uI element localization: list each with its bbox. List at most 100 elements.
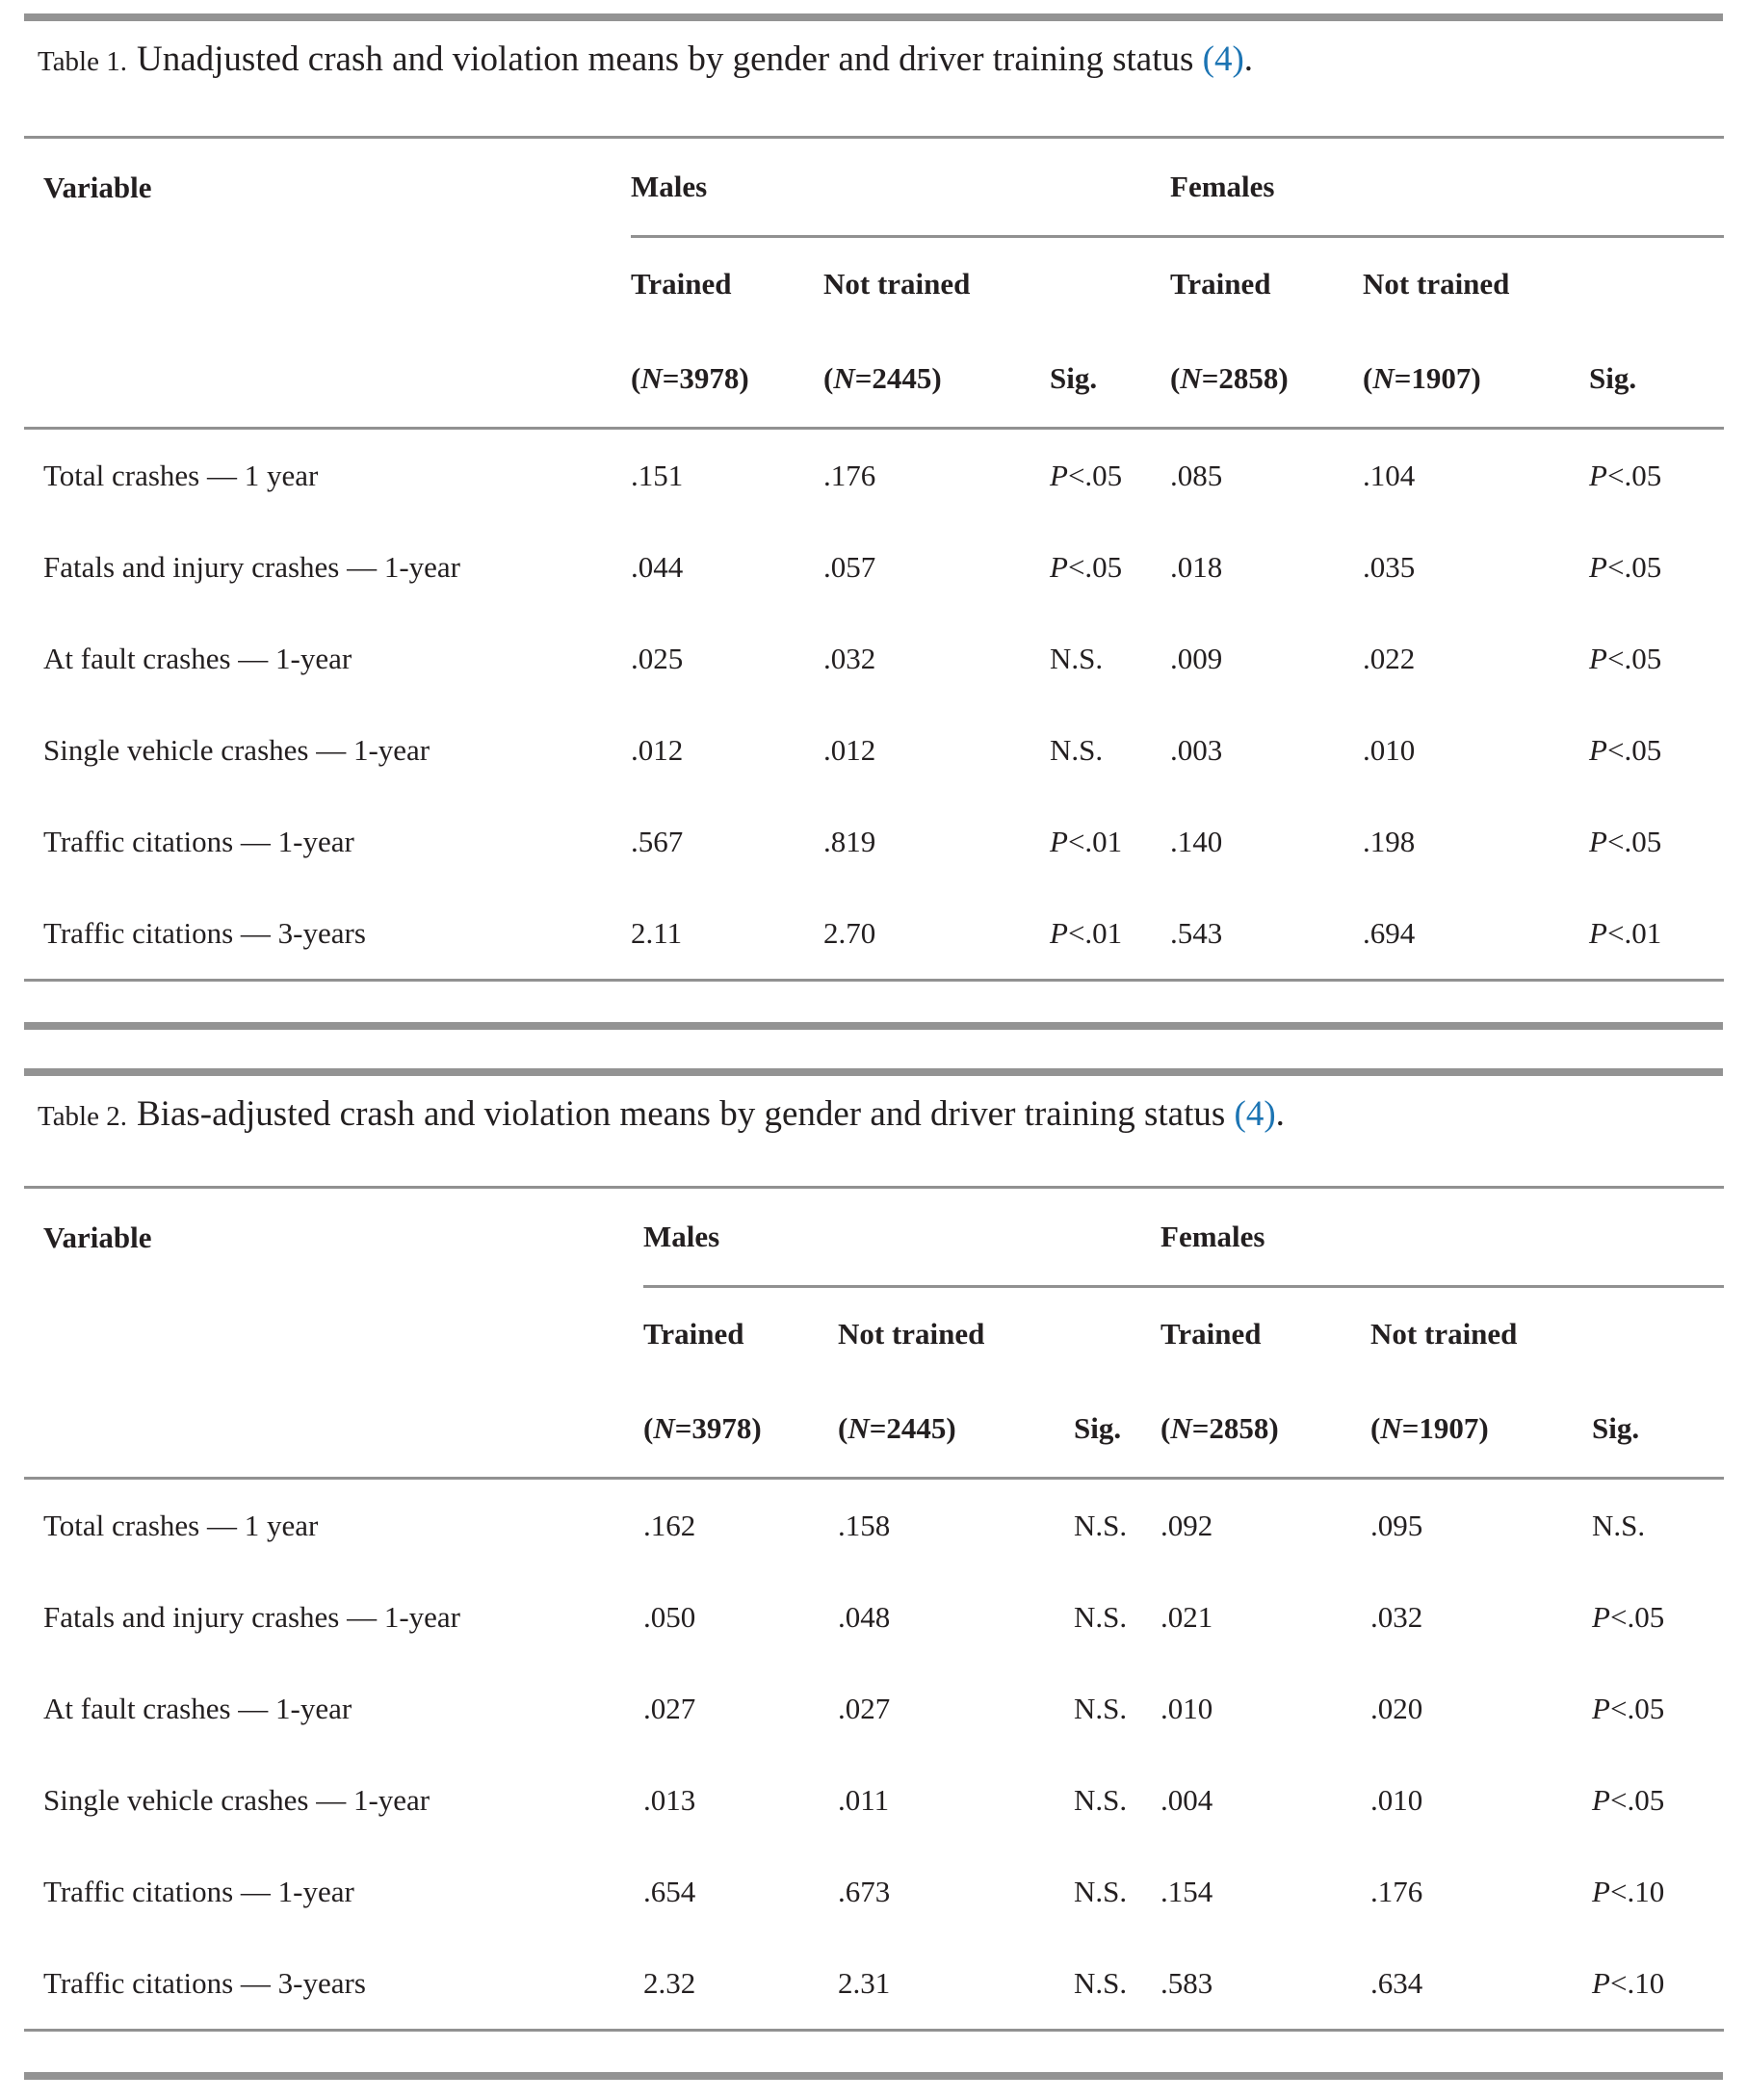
significance-cell: P<.05 xyxy=(1589,732,1662,767)
significance-cell: P<.01 xyxy=(1050,915,1123,950)
table-row: Total crashes — 1 year .162 .158 N.S. .092 .0… xyxy=(24,1479,1724,1572)
caption-title: Unadjusted crash and violation means by … xyxy=(137,39,1194,79)
empty-cell xyxy=(1074,1287,1160,1381)
mean-value-cell: .010 xyxy=(1370,1782,1423,1817)
mean-value-cell: .003 xyxy=(1170,732,1223,767)
count-header-row: (N=3978) (N=2445) Sig. (N=2858) (N=1907)… xyxy=(24,1380,1725,1480)
mean-value-cell: .010 xyxy=(1363,732,1416,767)
mean-value-cell: .104 xyxy=(1363,458,1416,492)
group-header-males: Males xyxy=(643,1187,1161,1288)
sample-size-cell: (N=1907) xyxy=(1370,1380,1593,1480)
mean-value-cell: .151 xyxy=(631,458,684,492)
column-header-nottrained-females: Not trained xyxy=(1370,1317,1518,1351)
empty-cell xyxy=(1050,237,1170,331)
mean-value-cell: .032 xyxy=(1370,1599,1423,1634)
mean-value-cell: 2.11 xyxy=(631,915,683,950)
empty-cell xyxy=(24,1380,643,1480)
table-row: Fatals and injury crashes — 1-year .050 .0… xyxy=(24,1571,1724,1663)
row-variable-label: Fatals and injury crashes — 1-year xyxy=(43,549,461,584)
significance-cell: N.S. xyxy=(1050,641,1104,675)
table-row: Single vehicle crashes — 1-year .013 .011 N… xyxy=(24,1754,1724,1846)
section-divider-rule xyxy=(24,1022,1723,1030)
mean-value-cell: .158 xyxy=(838,1508,891,1542)
significance-cell: P<.05 xyxy=(1592,1782,1665,1817)
significance-cell: P<.05 xyxy=(1589,458,1662,492)
table2-body: Total crashes — 1 year .162 .158 N.S. .092 .0… xyxy=(24,1479,1725,2031)
mean-value-cell: .092 xyxy=(1160,1508,1213,1542)
row-variable-label: Traffic citations — 1-year xyxy=(43,1874,354,1908)
mean-value-cell: 2.32 xyxy=(643,1965,696,2000)
significance-cell: P<.10 xyxy=(1592,1965,1665,2000)
column-header-variable: Variable xyxy=(43,170,152,204)
column-header-nottrained-males: Not trained xyxy=(823,267,971,301)
group-header-females: Females xyxy=(1160,1187,1725,1288)
section-divider-rule xyxy=(24,13,1723,21)
mean-value-cell: .048 xyxy=(838,1599,891,1634)
significance-cell: N.S. xyxy=(1074,1508,1128,1542)
significance-cell: N.S. xyxy=(1074,1874,1128,1908)
mean-value-cell: .012 xyxy=(631,732,684,767)
mean-value-cell: .694 xyxy=(1363,915,1416,950)
mean-value-cell: .027 xyxy=(838,1691,891,1725)
table-row: At fault crashes — 1-year .025 .032 N.S. .00… xyxy=(24,613,1724,704)
row-variable-label: At fault crashes — 1-year xyxy=(43,1691,352,1725)
mean-value-cell: .025 xyxy=(631,641,684,675)
significance-cell: P<.05 xyxy=(1589,549,1662,584)
table1-section: Table 1. Unadjusted crash and violation m… xyxy=(24,13,1725,1030)
column-header-trained-females: Trained xyxy=(1170,267,1271,301)
table-row: Single vehicle crashes — 1-year .012 .012 N… xyxy=(24,704,1724,796)
mean-value-cell: 2.70 xyxy=(823,915,876,950)
citation-reference-link[interactable]: (4) xyxy=(1202,39,1244,79)
row-variable-label: Traffic citations — 3-years xyxy=(43,1965,366,2000)
empty-cell xyxy=(1592,1287,1724,1381)
mean-value-cell: .018 xyxy=(1170,549,1223,584)
group-header-row: Variable Males Females xyxy=(24,1187,1725,1288)
significance-cell: N.S. xyxy=(1074,1965,1128,2000)
row-variable-label: Total crashes — 1 year xyxy=(43,1508,319,1542)
row-variable-label: Fatals and injury crashes — 1-year xyxy=(43,1599,461,1634)
table2-caption: Table 2. Bias-adjusted crash and violatio… xyxy=(38,1089,1723,1142)
caption-number-label: Table 2. xyxy=(38,1101,127,1132)
column-header-trained-females: Trained xyxy=(1160,1317,1262,1351)
row-variable-label: Total crashes — 1 year xyxy=(43,458,319,492)
column-header-trained-males: Trained xyxy=(643,1317,744,1351)
table2: Variable Males Females Trained Not train… xyxy=(24,1186,1725,2032)
mean-value-cell: .654 xyxy=(643,1874,696,1908)
group-header-males: Males xyxy=(631,137,1171,238)
column-header-sig: Sig. xyxy=(1050,330,1171,430)
mean-value-cell: .583 xyxy=(1160,1965,1213,2000)
mean-value-cell: .013 xyxy=(643,1782,696,1817)
significance-cell: P<.01 xyxy=(1050,824,1123,858)
column-header-sig: Sig. xyxy=(1589,330,1725,430)
mean-value-cell: .021 xyxy=(1160,1599,1213,1634)
citation-reference-link[interactable]: (4) xyxy=(1234,1094,1276,1134)
significance-cell: P<.05 xyxy=(1589,824,1662,858)
column-header-sig: Sig. xyxy=(1592,1380,1725,1480)
table1: Variable Males Females Trained Not train… xyxy=(24,136,1725,982)
mean-value-cell: .176 xyxy=(1370,1874,1423,1908)
empty-cell xyxy=(24,1287,643,1381)
mean-value-cell: .154 xyxy=(1160,1874,1213,1908)
caption-title: Bias-adjusted crash and violation means … xyxy=(137,1094,1226,1134)
sample-size-cell: (N=2445) xyxy=(838,1380,1074,1480)
mean-value-cell: .009 xyxy=(1170,641,1223,675)
mean-value-cell: .162 xyxy=(643,1508,696,1542)
significance-cell: N.S. xyxy=(1592,1508,1646,1542)
mean-value-cell: .012 xyxy=(823,732,876,767)
subheader-row: Trained Not trained Trained Not trained xyxy=(24,1287,1724,1381)
column-header-nottrained-females: Not trained xyxy=(1363,267,1510,301)
mean-value-cell: .020 xyxy=(1370,1691,1423,1725)
column-header-variable: Variable xyxy=(43,1220,152,1254)
mean-value-cell: .035 xyxy=(1363,549,1416,584)
mean-value-cell: .085 xyxy=(1170,458,1223,492)
table-row: Fatals and injury crashes — 1-year .044 .0… xyxy=(24,521,1724,613)
mean-value-cell: .819 xyxy=(823,824,876,858)
sample-size-cell: (N=3978) xyxy=(643,1380,838,1480)
table-row: Traffic citations — 3-years 2.11 2.70 P<.01… xyxy=(24,887,1724,981)
table-row: At fault crashes — 1-year .027 .027 N.S. .01… xyxy=(24,1663,1724,1754)
significance-cell: P<.05 xyxy=(1050,549,1123,584)
mean-value-cell: .004 xyxy=(1160,1782,1213,1817)
sample-size-cell: (N=2445) xyxy=(823,330,1050,430)
mean-value-cell: .022 xyxy=(1363,641,1416,675)
count-header-row: (N=3978) (N=2445) Sig. (N=2858) (N=1907)… xyxy=(24,330,1725,430)
